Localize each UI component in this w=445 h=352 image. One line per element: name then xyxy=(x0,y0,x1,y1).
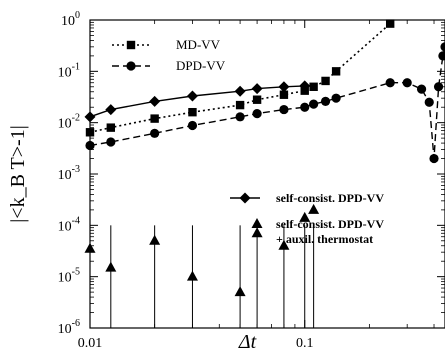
plot-border xyxy=(89,19,445,329)
y-tick-label: 10-4 xyxy=(58,215,80,234)
series-triangle xyxy=(84,203,320,328)
data-point xyxy=(309,82,318,91)
y-axis-title: |<k_B T>-1| xyxy=(7,125,29,222)
data-point xyxy=(300,102,310,112)
axis-titles: Δt |<k_B T>-1| xyxy=(7,125,257,352)
data-point xyxy=(438,51,445,61)
legend-entry: DPD-VV xyxy=(112,58,226,73)
legend-marker xyxy=(251,218,263,228)
data-point xyxy=(150,128,160,138)
series-circle xyxy=(85,42,445,164)
data-point xyxy=(84,242,96,253)
x-tick-label: 0.1 xyxy=(296,336,314,351)
data-point xyxy=(187,120,198,131)
data-point xyxy=(105,261,117,272)
data-point xyxy=(251,227,263,238)
y-tick-label: 10-3 xyxy=(58,164,80,183)
data-point xyxy=(186,270,198,281)
data-point xyxy=(235,112,245,122)
data-point xyxy=(279,90,289,99)
data-point xyxy=(299,80,311,92)
series-layer xyxy=(84,19,445,328)
data-point xyxy=(251,83,263,95)
series-line xyxy=(89,85,305,118)
data-point xyxy=(385,19,395,28)
data-point xyxy=(440,42,445,52)
data-point xyxy=(234,286,246,297)
y-tick-label: 10-5 xyxy=(58,267,80,286)
data-point xyxy=(234,85,246,97)
data-point xyxy=(106,137,116,147)
data-point xyxy=(85,128,95,137)
legend-label-2: + auxil. thermostat xyxy=(276,232,373,246)
y-tick-label: 10-6 xyxy=(58,318,80,337)
x-axis-title: Δt xyxy=(238,331,257,352)
data-point xyxy=(308,203,320,214)
data-point xyxy=(279,104,289,115)
data-point xyxy=(149,95,161,107)
data-point xyxy=(106,123,116,132)
y-tick-label: 100 xyxy=(61,10,80,29)
data-point xyxy=(85,140,95,151)
data-point xyxy=(424,97,434,107)
data-point xyxy=(299,211,311,222)
data-point xyxy=(252,109,262,119)
data-point xyxy=(331,93,341,103)
legend-marker xyxy=(239,192,251,204)
data-point xyxy=(186,90,198,102)
plot-frame xyxy=(89,19,445,329)
legend-label: DPD-VV xyxy=(176,58,226,73)
legend-entry: MD-VV xyxy=(112,37,221,52)
y-axis: 10-6 10-5 10-4 10-3 10-2 10-1 100 xyxy=(58,10,445,337)
data-point xyxy=(385,78,395,88)
data-point xyxy=(235,100,245,110)
legend-marker xyxy=(126,61,136,71)
y-tick-label: 10-2 xyxy=(58,113,80,132)
data-point xyxy=(252,95,262,104)
data-point xyxy=(309,99,319,109)
data-point xyxy=(105,104,117,116)
data-point xyxy=(188,107,197,117)
data-point xyxy=(149,234,161,245)
data-point xyxy=(433,82,444,92)
legend-label: self-consist. DPD-VV xyxy=(276,191,384,205)
data-point xyxy=(402,78,412,88)
data-point xyxy=(429,153,439,164)
data-point xyxy=(331,67,341,76)
series-diamond xyxy=(84,80,311,123)
legend-entry: self-consist. DPD-VV xyxy=(230,191,384,205)
legend-label: MD-VV xyxy=(176,37,221,52)
y-tick-label: 10-1 xyxy=(58,61,80,80)
data-point xyxy=(84,111,96,123)
data-point xyxy=(278,239,290,250)
data-point xyxy=(416,84,427,94)
data-point xyxy=(278,81,290,93)
x-tick-label: 0.01 xyxy=(78,336,103,351)
data-point xyxy=(321,76,330,86)
legend-marker xyxy=(126,40,136,50)
legend-label: self-consist. DPD-VV xyxy=(276,217,384,231)
legend-entry: self-consist. DPD-VV+ auxil. thermostat xyxy=(251,217,384,246)
data-point xyxy=(150,114,159,123)
series-line xyxy=(89,46,445,159)
data-point xyxy=(320,96,331,106)
